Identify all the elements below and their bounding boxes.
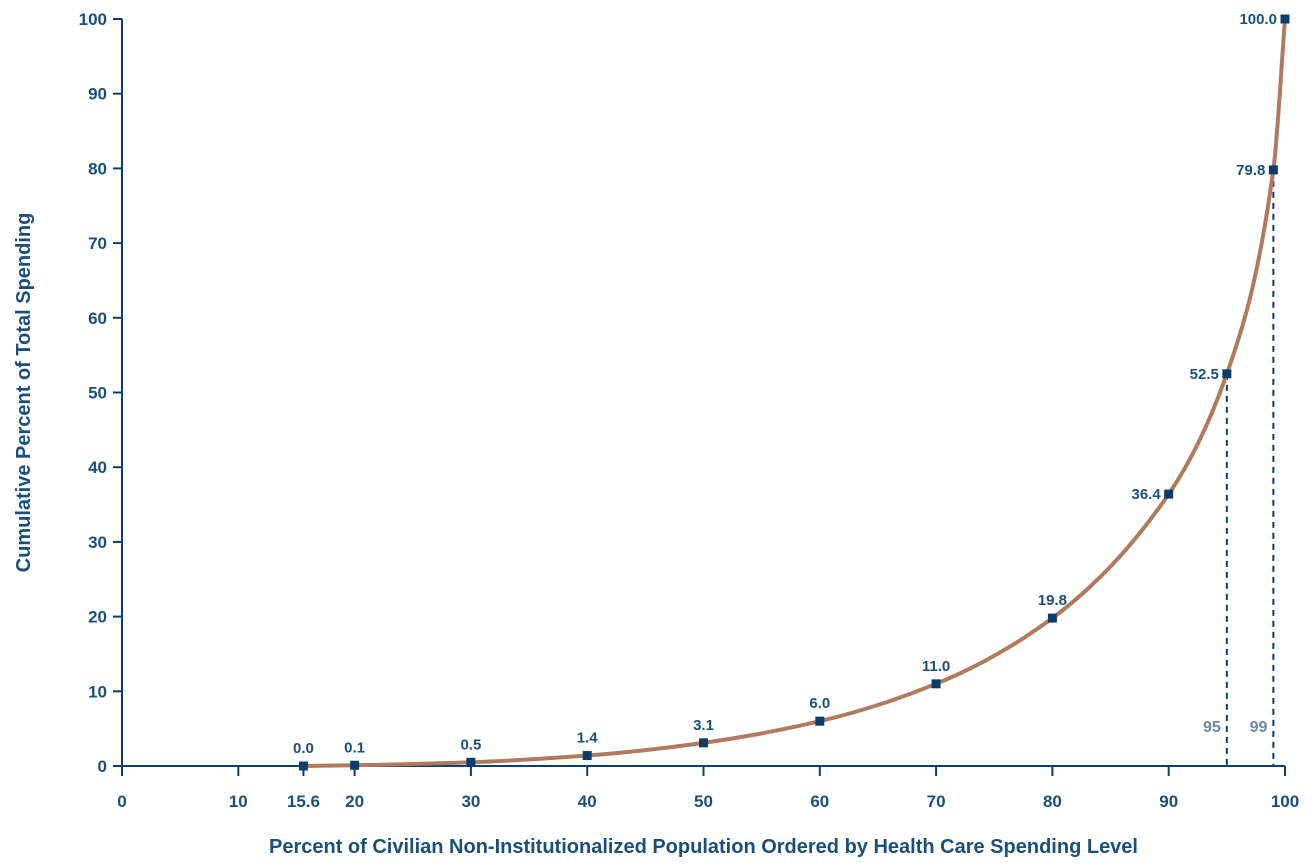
data-label: 6.0 bbox=[809, 695, 830, 712]
y-tick-label: 30 bbox=[88, 533, 107, 552]
data-point bbox=[298, 761, 308, 771]
data-point bbox=[1047, 613, 1057, 623]
data-point bbox=[815, 716, 825, 726]
x-tick-label: 100 bbox=[1271, 792, 1299, 811]
y-tick-label: 60 bbox=[88, 309, 107, 328]
data-label: 52.5 bbox=[1190, 366, 1219, 383]
labels: 0.0 0.1 0.5 1.4 3.1 6.0 11.0 19.8 36.4 52.5 79.8 10… bbox=[293, 11, 1277, 757]
x-tick-label: 70 bbox=[927, 792, 946, 811]
y-tick-label: 80 bbox=[88, 159, 107, 178]
data-label: 100.0 bbox=[1239, 11, 1277, 28]
data-label: 0.5 bbox=[460, 736, 481, 753]
data-point bbox=[466, 757, 476, 767]
markers bbox=[298, 14, 1290, 771]
reference-label: 99 bbox=[1250, 719, 1268, 736]
axes: 0 10 20 30 40 50 60 70 80 90 100 0 10 15.6 20 30 40 50 60 7… bbox=[79, 10, 1300, 811]
reference-label: 95 bbox=[1203, 719, 1221, 736]
x-tick-label: 0 bbox=[117, 792, 126, 811]
data-label: 3.1 bbox=[693, 717, 714, 734]
y-tick-label: 0 bbox=[98, 757, 107, 776]
y-tick-label: 70 bbox=[88, 234, 107, 253]
data-point bbox=[931, 679, 941, 689]
y-axis-title: Cumulative Percent of Total Spending bbox=[13, 213, 35, 573]
data-point bbox=[1268, 165, 1278, 175]
data-point bbox=[1222, 369, 1232, 379]
reference-lines: 95 99 bbox=[1203, 169, 1275, 766]
data-label: 0.0 bbox=[293, 740, 314, 757]
y-tick-label: 50 bbox=[88, 384, 107, 403]
data-label: 19.8 bbox=[1038, 592, 1067, 609]
x-tick-label: 80 bbox=[1043, 792, 1062, 811]
x-axis-title: Percent of Civilian Non-Institutionalize… bbox=[269, 836, 1138, 858]
x-tick-label: 15.6 bbox=[287, 792, 320, 811]
data-label: 79.8 bbox=[1236, 162, 1265, 179]
y-tick-label: 100 bbox=[79, 10, 107, 29]
x-tick-label: 60 bbox=[810, 792, 829, 811]
curve-layer bbox=[301, 17, 1287, 768]
x-tick-label: 40 bbox=[578, 792, 597, 811]
x-tick-label: 10 bbox=[229, 792, 248, 811]
data-point bbox=[1164, 489, 1174, 499]
x-tick-label: 30 bbox=[461, 792, 480, 811]
data-point bbox=[1280, 14, 1290, 24]
data-point bbox=[582, 751, 592, 761]
data-label: 36.4 bbox=[1131, 486, 1161, 503]
y-tick-label: 10 bbox=[88, 682, 107, 701]
data-point bbox=[350, 760, 360, 770]
data-point bbox=[699, 738, 708, 748]
y-tick-label: 20 bbox=[88, 608, 107, 627]
data-label: 11.0 bbox=[922, 658, 950, 675]
data-label: 0.1 bbox=[344, 739, 365, 756]
y-tick-label: 90 bbox=[88, 85, 107, 104]
y-tick-label: 40 bbox=[88, 458, 107, 477]
data-label: 1.4 bbox=[577, 730, 599, 747]
x-tick-label: 90 bbox=[1159, 792, 1178, 811]
x-tick-label: 50 bbox=[694, 792, 713, 811]
x-tick-label: 20 bbox=[345, 792, 364, 811]
spending-curve bbox=[301, 17, 1287, 768]
